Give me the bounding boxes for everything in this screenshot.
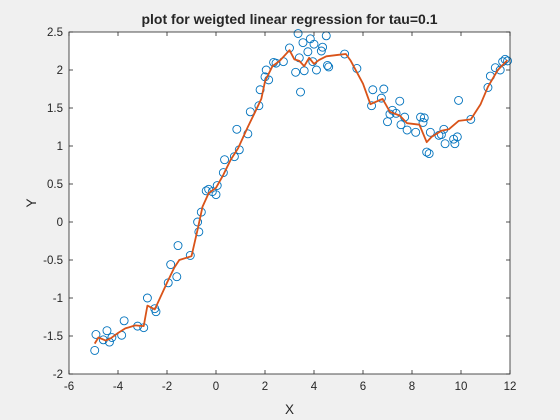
- data-point: [212, 181, 222, 190]
- x-tick-label: 2: [262, 381, 268, 393]
- data-point: [312, 65, 321, 75]
- data-point: [296, 87, 305, 97]
- data-point: [102, 326, 112, 336]
- y-axis-label: Y: [24, 198, 39, 207]
- data-point: [172, 272, 182, 282]
- chart-title: plot for weigted linear regression for t…: [141, 11, 437, 27]
- y-tick-label: -2: [53, 369, 63, 381]
- data-point: [424, 149, 434, 159]
- data-point: [411, 127, 421, 137]
- data-point: [211, 190, 221, 200]
- data-point: [303, 47, 313, 57]
- data-point: [368, 85, 378, 95]
- data-point: [367, 101, 377, 111]
- x-tick-label: 12: [504, 381, 517, 393]
- data-point: [201, 186, 211, 196]
- y-tick-label: 2.5: [47, 27, 63, 39]
- data-point: [254, 101, 264, 111]
- chart-marks: [90, 29, 512, 355]
- data-point: [220, 155, 230, 165]
- data-point: [422, 147, 432, 157]
- data-point: [291, 67, 301, 77]
- data-point: [91, 330, 101, 339]
- axes: -6 -4 -2 0 2 4 6 8 10 12 -2 -1.5 -1 -0.5 0 0.5 1 1.5 2 2.5: [43, 27, 516, 393]
- x-tick-label: 6: [360, 381, 366, 393]
- data-point: [395, 96, 405, 106]
- data-point: [450, 139, 460, 149]
- data-point: [323, 60, 332, 70]
- data-point: [119, 316, 129, 326]
- data-point: [232, 124, 242, 134]
- x-tick-label: -4: [113, 381, 124, 393]
- data-point: [166, 260, 176, 270]
- data-point: [316, 46, 326, 56]
- data-point: [483, 83, 493, 92]
- plot-area: [69, 32, 510, 374]
- data-point: [440, 139, 450, 149]
- y-tick-label: 0: [57, 217, 63, 229]
- data-point: [452, 132, 462, 142]
- y-tick-label: -0.5: [43, 255, 63, 267]
- data-point: [418, 117, 428, 127]
- x-tick-label: 0: [213, 381, 219, 393]
- regression-line: [93, 49, 509, 345]
- data-point: [425, 127, 435, 137]
- x-axis-label: X: [285, 402, 294, 417]
- data-point: [309, 39, 319, 49]
- data-point: [107, 333, 117, 342]
- x-tick-label: 8: [409, 381, 415, 393]
- data-point: [185, 250, 195, 260]
- y-tick-label: 2: [57, 65, 63, 77]
- data-point: [324, 62, 334, 72]
- y-tick-label: -1: [53, 293, 63, 305]
- data-point: [142, 293, 152, 303]
- data-point: [376, 93, 386, 103]
- y-tick-label: 0.5: [47, 179, 63, 191]
- x-tick-label: -2: [162, 381, 172, 393]
- data-point: [396, 120, 406, 130]
- data-point: [402, 125, 412, 135]
- data-point: [318, 42, 328, 52]
- y-tick-label: 1.5: [47, 103, 63, 115]
- axes-box: [68, 31, 511, 375]
- x-tick-label: -6: [64, 381, 74, 393]
- data-point: [379, 84, 389, 94]
- x-tick-label: 10: [455, 381, 468, 393]
- data-point: [503, 56, 512, 66]
- data-point: [495, 65, 505, 75]
- data-point: [419, 113, 429, 123]
- data-point: [416, 112, 426, 122]
- data-point: [293, 29, 303, 38]
- data-point: [298, 38, 308, 48]
- y-tick-label: 1: [57, 141, 63, 153]
- data-point: [173, 241, 183, 251]
- x-tick-label: 4: [311, 381, 318, 393]
- data-point: [90, 345, 100, 355]
- data-point: [454, 95, 463, 105]
- y-tick-label: -1.5: [43, 331, 63, 343]
